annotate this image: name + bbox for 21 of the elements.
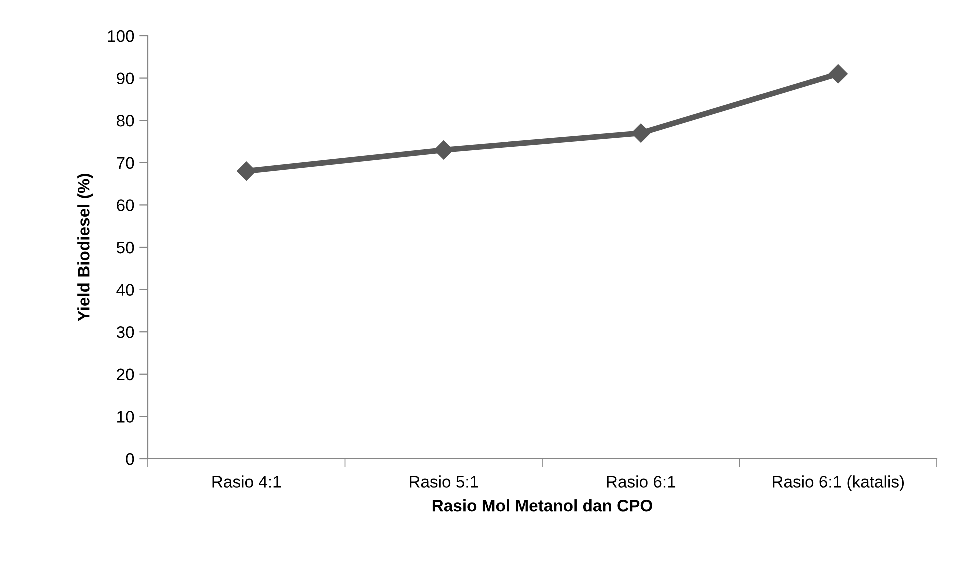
y-tick-label: 30 — [116, 326, 134, 338]
point — [828, 64, 848, 84]
x-tick-label: Rasio 4:1 — [212, 476, 282, 488]
y-tick-label: 20 — [117, 368, 134, 381]
x-axis-title: Rasio Mol Metanol dan CPO — [432, 500, 652, 512]
y-tick-label: 70 — [117, 157, 134, 170]
point — [632, 124, 651, 143]
y-tick-label: 0 — [126, 453, 134, 466]
x-tick-label: Rasio 6:1 — [607, 476, 676, 488]
point — [434, 140, 454, 160]
y-tick-label: 60 — [117, 200, 134, 212]
point — [237, 162, 256, 181]
y-tick-label: 100 — [108, 30, 134, 42]
y-tick-label: 80 — [116, 115, 134, 127]
x-tick-label: Rasio 6:1 (katalis) — [773, 476, 904, 492]
x-tick-label: Rasio 5:1 — [410, 476, 478, 488]
y-tick-label: 10 — [118, 411, 134, 423]
y-tick-label: 50 — [116, 242, 134, 254]
y-axis-title: Yield Biodiesel (%) — [78, 174, 94, 322]
y-tick-label: 40 — [116, 284, 134, 296]
y-tick-label: 90 — [117, 72, 134, 85]
